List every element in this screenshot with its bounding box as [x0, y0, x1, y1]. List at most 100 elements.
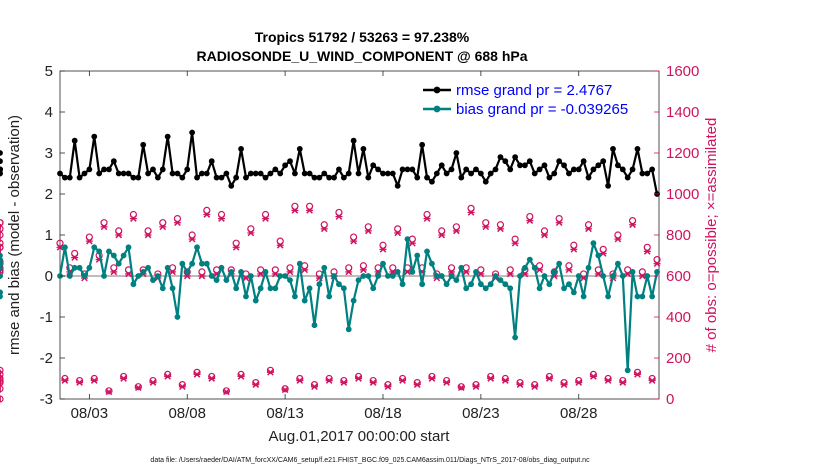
obs-possible-marker — [506, 266, 514, 274]
bias-point — [575, 273, 582, 279]
rmse-point — [512, 154, 519, 161]
rmse-point — [370, 162, 377, 169]
obs-assimilated-marker — [394, 229, 402, 237]
bias-point — [213, 277, 220, 283]
obs-assimilated-marker — [188, 235, 196, 243]
bias-point — [115, 260, 122, 267]
bias-point — [585, 264, 592, 271]
bias-point — [218, 264, 225, 271]
obs-possible-marker — [105, 387, 113, 395]
obs-possible-marker — [291, 202, 299, 210]
bias-point — [453, 277, 460, 283]
obs-assimilated-marker — [173, 219, 181, 227]
rmse-point — [575, 166, 582, 173]
rmse-point — [159, 166, 166, 173]
rmse-point — [203, 170, 210, 177]
rmse-point — [551, 170, 558, 177]
x-axis-ticks: 08/03 08/08 08/13 08/18 08/23 08/28 — [71, 71, 598, 422]
bias-point — [522, 264, 528, 271]
obs-assimilated-marker — [589, 373, 597, 380]
obs-possible-marker — [115, 227, 123, 235]
rmse-point — [458, 174, 465, 181]
bias-point — [262, 269, 269, 275]
bias-point — [502, 281, 509, 288]
rmse-point — [595, 162, 602, 169]
rmse-point — [409, 166, 416, 173]
bias-point — [404, 236, 411, 243]
obs-possible-marker — [0, 231, 4, 239]
bias-point — [409, 269, 416, 275]
rmse-point — [639, 170, 646, 177]
obs-possible-marker — [364, 223, 372, 231]
series-layer — [0, 129, 660, 374]
rmse-point — [194, 174, 200, 181]
rmse-point — [115, 170, 122, 177]
bias-point — [106, 248, 112, 255]
obs-possible-marker — [85, 233, 93, 241]
bias-point — [399, 281, 406, 288]
bias-point — [551, 269, 558, 275]
obs-assimilated-marker — [633, 371, 641, 378]
rmse-point — [292, 170, 298, 177]
y-tick-label: 5 — [45, 63, 53, 80]
rmse-point — [301, 170, 308, 177]
bias-point — [130, 281, 137, 288]
bias-point — [531, 264, 538, 271]
obs-possible-marker — [599, 245, 607, 253]
obs-assimilated-marker — [575, 379, 583, 386]
bias-point — [66, 273, 73, 279]
y-right-tick-label: 200 — [666, 350, 691, 367]
obs-possible-marker — [482, 219, 490, 227]
bias-point — [326, 293, 333, 300]
rmse-point — [556, 158, 563, 165]
obs-assimilated-marker — [183, 272, 191, 280]
obs-assimilated-marker — [487, 375, 495, 382]
obs-assimilated-marker — [247, 229, 255, 237]
bias-point — [590, 240, 597, 247]
obs-assimilated-marker — [560, 381, 568, 388]
rmse-point — [296, 146, 303, 152]
bias-point — [321, 264, 328, 271]
obs-possible-marker — [0, 366, 4, 374]
rmse-point — [76, 174, 83, 181]
obs-possible-marker — [0, 379, 4, 387]
obs-assimilated-marker — [599, 250, 607, 257]
rmse-point — [331, 174, 337, 181]
rmse-point — [311, 174, 318, 181]
rmse-point — [96, 170, 103, 177]
y-right-tick-label: 1400 — [666, 104, 699, 121]
bias-point — [179, 260, 186, 267]
obs-possible-marker — [281, 385, 289, 393]
rmse-point — [433, 170, 440, 177]
obs-possible-marker — [0, 395, 4, 403]
bias-point — [595, 252, 602, 259]
rmse-point — [145, 170, 151, 177]
obs-assimilated-marker — [217, 215, 225, 222]
obs-possible-marker — [0, 258, 4, 266]
obs-possible-marker — [0, 239, 4, 247]
obs-assimilated-marker — [257, 270, 265, 278]
rmse-point — [419, 141, 426, 148]
rmse-point — [473, 166, 479, 173]
rmse-point — [287, 158, 293, 165]
rmse-point — [443, 170, 450, 177]
bias-point — [507, 285, 514, 292]
bias-point — [189, 260, 196, 267]
rmse-point — [179, 174, 186, 181]
obs-assimilated-marker — [384, 383, 392, 391]
rmse-point — [365, 174, 372, 181]
obs-possible-marker — [0, 219, 4, 227]
obs-possible-marker — [584, 221, 593, 229]
y-tick-label: -3 — [40, 391, 53, 408]
bias-point — [0, 289, 3, 296]
obs-possible-marker — [345, 264, 353, 272]
obs-possible-marker — [144, 227, 152, 235]
obs-assimilated-marker — [276, 241, 284, 249]
rmse-point — [120, 170, 127, 177]
obs-assimilated-marker — [134, 384, 142, 392]
obs-assimilated-marker — [350, 237, 358, 245]
obs-assimilated-marker — [144, 231, 152, 239]
obs-possible-marker — [320, 221, 328, 229]
bias-point — [473, 269, 479, 275]
